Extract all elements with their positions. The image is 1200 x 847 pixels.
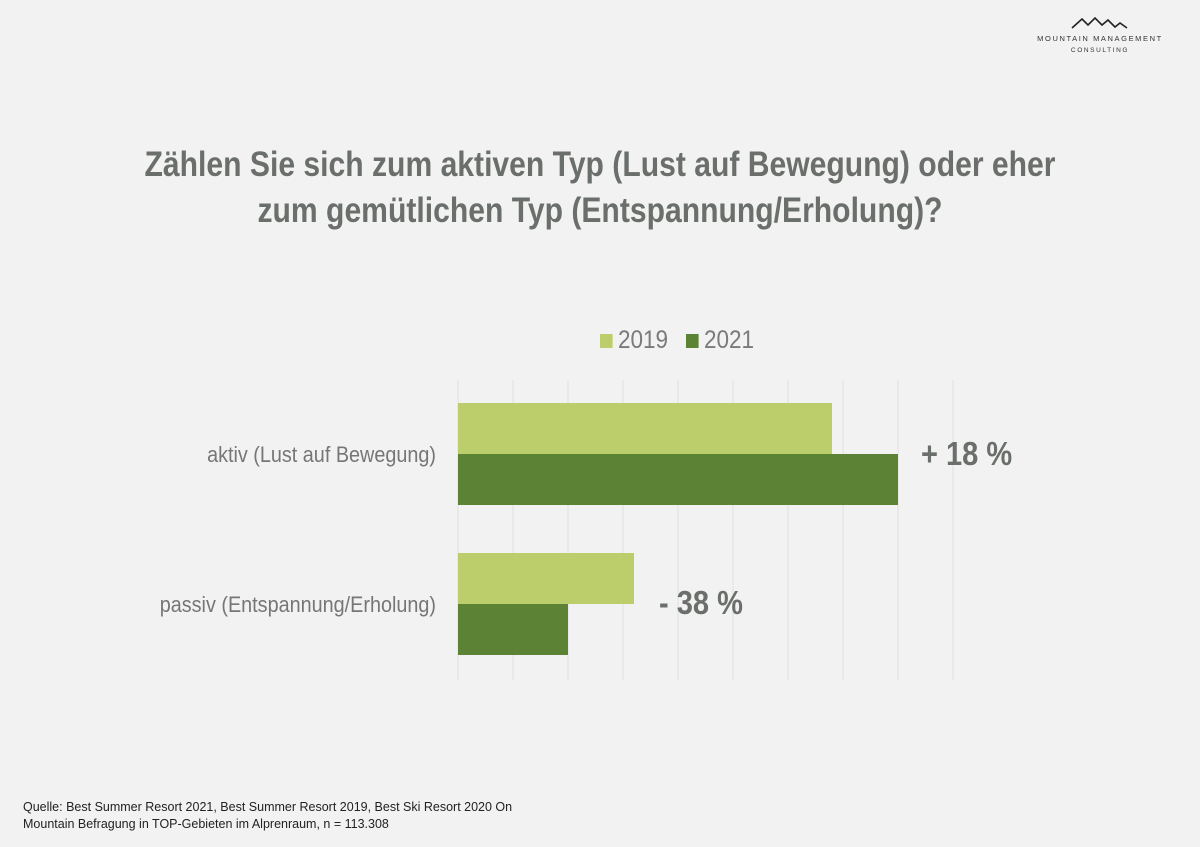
bar-aktiv-2019 (458, 403, 832, 454)
change-annotation-passiv: - 38 % (659, 584, 743, 621)
legend-swatch-2021 (685, 333, 699, 348)
category-label-passiv: passiv (Entspannung/Erholung) (159, 592, 436, 617)
company-logo: MOUNTAIN MANAGEMENT CONSULTING (1030, 16, 1170, 54)
source-note: Quelle: Best Summer Resort 2021, Best Su… (23, 799, 512, 833)
category-label-aktiv: aktiv (Lust auf Bewegung) (207, 442, 436, 467)
change-annotation-aktiv: + 18 % (921, 435, 1013, 472)
legend-label-2021: 2021 (703, 326, 754, 354)
legend-label-2019: 2019 (618, 326, 669, 354)
source-line2: Mountain Befragung in TOP-Gebieten im Al… (23, 817, 389, 831)
legend-item-2021: 2021 (685, 326, 754, 355)
bar-passiv-2021 (458, 604, 568, 655)
source-line1: Quelle: Best Summer Resort 2021, Best Su… (23, 800, 513, 814)
bar-aktiv-2021 (458, 454, 898, 505)
logo-text-line1: MOUNTAIN MANAGEMENT (1037, 34, 1163, 43)
bar-passiv-2019 (458, 553, 634, 604)
title-line1: Zählen Sie sich zum aktiven Typ (Lust au… (144, 145, 1056, 184)
chart-legend: 2019 2021 (600, 326, 771, 355)
title-line2: zum gemütlichen Typ (Entspannung/Erholun… (257, 191, 943, 230)
legend-swatch-2019 (600, 333, 613, 348)
legend-item-2019: 2019 (600, 326, 668, 355)
mountain-peaks-icon (1071, 16, 1128, 29)
chart-title: Zählen Sie sich zum aktiven Typ (Lust au… (0, 142, 1200, 234)
logo-text-line2: CONSULTING (1070, 47, 1130, 54)
